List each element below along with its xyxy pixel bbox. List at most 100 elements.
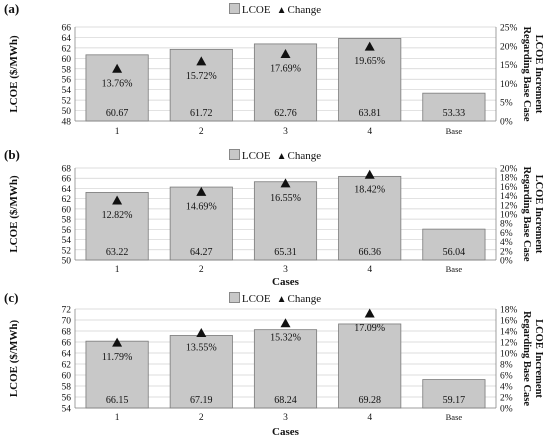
x-axis-title: Cases <box>272 426 300 438</box>
bar-value-label: 62.76 <box>274 108 297 119</box>
x-tick-label: 4 <box>367 413 372 423</box>
triangle-icon: ▲ <box>276 5 287 16</box>
legend-marker-label: Change <box>287 150 322 162</box>
bar-value-label: 64.27 <box>190 247 213 258</box>
y2-axis-title: LCOE IncrementRegarding Base Case <box>521 26 544 121</box>
y-tick-label: 52 <box>62 246 72 256</box>
y-tick-label: 48 <box>62 118 72 128</box>
y-axis-title: LCOE ($/MWh) <box>8 35 20 113</box>
y2-axis-title-line: Regarding Base Case <box>521 166 532 261</box>
bar-value-label: 56.04 <box>443 247 466 258</box>
y2-tick-label: 16% <box>500 317 518 327</box>
change-value-label: 15.72% <box>186 71 217 82</box>
lcoe-bar <box>253 181 318 261</box>
y2-tick-label: 14% <box>500 328 518 338</box>
y-tick-label: 68 <box>62 328 72 338</box>
bar-value-label: 53.33 <box>443 108 466 119</box>
bar-value-label: 59.17 <box>443 395 466 406</box>
y2-tick-label: 8% <box>500 220 513 230</box>
x-tick-label: 1 <box>115 265 120 275</box>
change-value-label: 13.76% <box>102 78 133 89</box>
panel-label: (a) <box>4 1 20 16</box>
y2-axis-title-line: Regarding Base Case <box>521 311 532 406</box>
y2-axis-title-line: LCOE Increment <box>533 35 544 114</box>
lcoe-bar <box>169 186 233 261</box>
change-marker <box>112 63 123 73</box>
change-marker <box>364 41 375 51</box>
change-value-label: 19.65% <box>354 56 385 67</box>
legend-bar-label: LCOE <box>241 4 271 16</box>
y-tick-label: 62 <box>62 195 72 205</box>
x-axis-title: Cases <box>272 276 300 288</box>
y-tick-label: 64 <box>62 185 72 195</box>
y-tick-label: 58 <box>62 65 72 75</box>
triangle-icon: ▲ <box>276 151 287 162</box>
legend-bar-swatch <box>228 149 240 160</box>
y2-axis-title: LCOE IncrementRegarding Base Case <box>521 166 544 261</box>
y2-tick-label: 0% <box>500 118 513 128</box>
bar-value-label: 69.28 <box>358 395 381 406</box>
y2-tick-label: 6% <box>500 229 513 239</box>
change-marker <box>112 337 123 347</box>
lcoe-bar <box>338 323 402 409</box>
chart-panel-a: (a) LCOE ▲Change 48 50 52 54 56 58 60 62 64 66 0% 5%… <box>0 0 550 147</box>
y-tick-label: 62 <box>62 44 72 54</box>
triangle-icon: ▲ <box>276 294 287 305</box>
lcoe-bar <box>253 329 318 409</box>
y-tick-label: 66 <box>62 175 72 185</box>
change-marker <box>280 178 291 188</box>
y-tick-label: 64 <box>62 350 72 360</box>
x-tick-label: Base <box>446 264 463 274</box>
x-tick-label: 2 <box>199 127 204 137</box>
y-tick-label: 56 <box>62 76 72 86</box>
chart-panel-c: (c) LCOE ▲Change 54 56 58 60 62 64 66 68 70 72 0% 2%… <box>0 289 550 441</box>
x-tick-label: 1 <box>115 127 120 137</box>
y2-tick-label: 14% <box>500 192 518 202</box>
bar-value-label: 66.36 <box>358 247 381 258</box>
y-tick-label: 54 <box>62 405 72 415</box>
change-value-label: 11.79% <box>102 352 132 363</box>
change-value-label: 18.42% <box>354 184 385 195</box>
y2-tick-label: 0% <box>500 405 513 415</box>
x-tick-label: 1 <box>115 413 120 423</box>
y2-tick-label: 12% <box>500 201 518 211</box>
bar-value-label: 60.67 <box>106 108 129 119</box>
change-marker <box>196 186 207 196</box>
y2-tick-label: 18% <box>500 174 518 184</box>
chart-panel-b: (b) LCOE ▲Change 50 52 54 56 58 60 62 64 66 68 0% 2%… <box>0 146 550 289</box>
y2-tick-label: 0% <box>500 257 513 267</box>
legend-marker-label: Change <box>287 4 322 16</box>
legend-bar-swatch <box>228 292 240 303</box>
y2-tick-label: 10% <box>500 211 518 221</box>
x-tick-label: Base <box>446 412 463 422</box>
y2-axis-title-line: LCOE Increment <box>533 319 544 398</box>
bar-value-label: 65.31 <box>274 247 297 258</box>
change-marker <box>364 169 375 179</box>
y2-tick-label: 6% <box>500 372 513 382</box>
y2-tick-label: 4% <box>500 238 513 248</box>
legend: LCOE ▲Change <box>0 149 550 162</box>
y-tick-label: 54 <box>62 86 72 96</box>
y2-tick-label: 16% <box>500 183 518 193</box>
change-value-label: 12.82% <box>102 210 133 221</box>
bar-value-label: 61.72 <box>190 108 213 119</box>
y-tick-label: 64 <box>62 34 72 44</box>
bar-value-label: 66.15 <box>106 395 129 406</box>
y-tick-label: 50 <box>62 257 72 267</box>
x-tick-label: 3 <box>283 265 288 275</box>
y2-tick-label: 2% <box>500 394 513 404</box>
y-tick-label: 62 <box>62 361 72 371</box>
lcoe-bar <box>422 92 486 122</box>
y2-tick-label: 10% <box>500 80 518 90</box>
panel-label: (b) <box>4 147 20 162</box>
y-tick-label: 70 <box>62 317 72 327</box>
change-value-label: 15.32% <box>270 333 301 344</box>
lcoe-bar <box>422 228 486 261</box>
y-tick-label: 50 <box>62 107 72 117</box>
change-value-label: 17.69% <box>270 63 301 74</box>
y2-tick-label: 12% <box>500 339 518 349</box>
y-axis-title: LCOE ($/MWh) <box>8 320 20 398</box>
y-tick-label: 54 <box>62 236 72 246</box>
x-tick-label: 4 <box>367 265 372 275</box>
legend-bar-label: LCOE <box>241 150 271 162</box>
